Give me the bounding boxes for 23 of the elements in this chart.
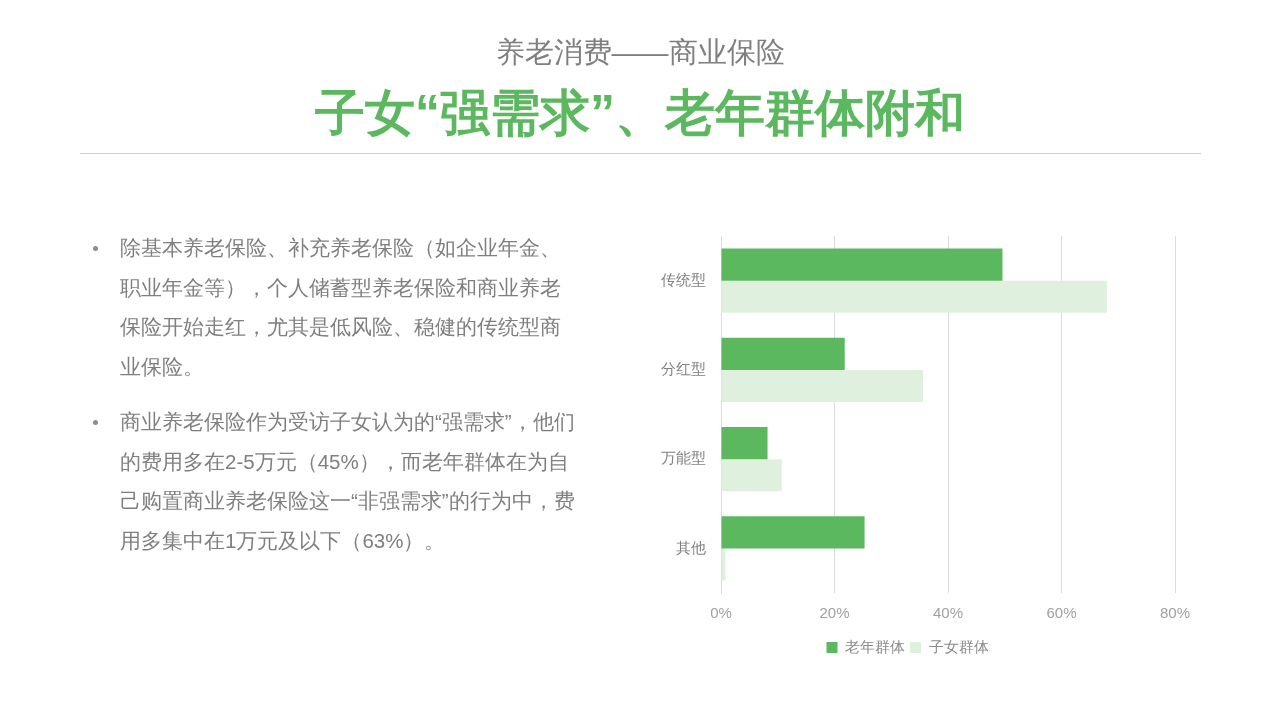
x-tick-label: 60%: [1046, 604, 1077, 622]
x-tick-label: 40%: [932, 604, 964, 622]
bar: [721, 248, 1003, 281]
x-tick-label: 0%: [710, 604, 732, 622]
bar: [721, 337, 845, 370]
x-tick-label: 20%: [819, 604, 850, 622]
bar: [721, 459, 782, 492]
bar: [721, 427, 768, 460]
legend-label: 老年群体: [845, 637, 905, 655]
y-tick-label: 其他: [676, 538, 706, 556]
y-tick-label: 万能型: [661, 449, 706, 467]
x-tick-label: 80%: [1159, 604, 1191, 622]
bar: [721, 369, 924, 403]
text: 除基本养老保险、补充养老保险（如企业年金、职业年金等），个人储蓄型养老保险和商业养老保险开始走红，尤其是低风险、稳健的传统型商业保险。: [120, 236, 561, 378]
y-tick-label: 传统型: [661, 270, 706, 288]
text: 商业养老保险作为受访子女认为的“强需求”，他们的费用多在2-5万元（45%），而老年群体在为自己购置商业养老保险这一“非强需求”的行为中，费用多集中在1万元及以下（63%）。: [120, 410, 575, 552]
chart-title: 子女“强需求”、老年群体附和: [314, 84, 966, 143]
bar: [721, 548, 726, 581]
y-tick-label: 分红型: [661, 360, 706, 378]
chart-subtitle: 养老消费——商业保险: [494, 35, 786, 70]
bar: [721, 280, 1107, 313]
bar: [721, 516, 865, 549]
legend-label: 子女群体: [928, 637, 989, 655]
